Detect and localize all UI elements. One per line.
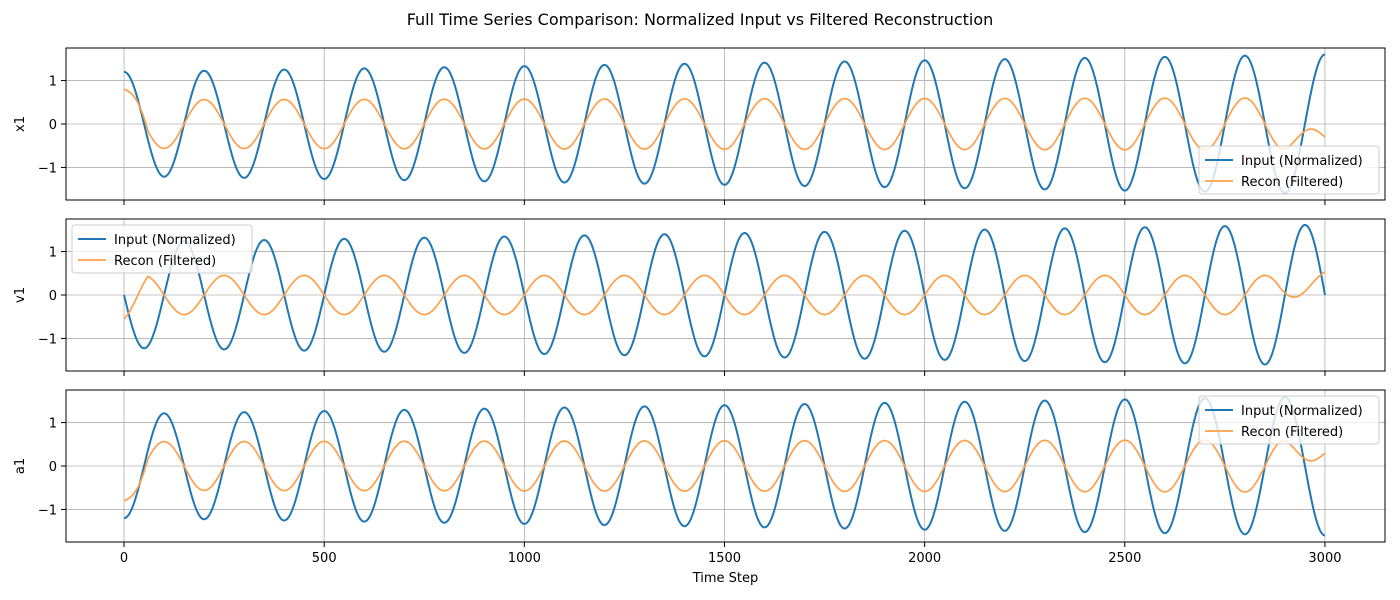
y-axis-label: v1 [13,287,28,303]
y-tick-label: −1 [38,503,57,518]
legend: Input (Normalized) Recon (Filtered) [1198,145,1380,195]
x-tick-label: 500 [312,551,337,566]
series-line-recon [123,88,1326,151]
subplot-a1: 0 500 1000 1500 2000 2500 3000 −1 0 1 a1 Time Step I… [13,389,1386,586]
figure-title: Full Time Series Comparison: Normalized … [407,10,994,29]
x-tick-label: 2000 [908,551,941,566]
legend-label: Input (Normalized) [114,233,236,248]
x-tick-label: 1000 [508,551,541,566]
y-tick-label: 0 [49,460,57,475]
y-tick-label: 1 [49,417,57,432]
y-axis-label: a1 [13,458,28,474]
y-tick-label: 1 [49,246,57,261]
legend-label: Recon (Filtered) [1241,425,1343,440]
legend: Input (Normalized) Recon (Filtered) [71,224,253,274]
legend: Input (Normalized) Recon (Filtered) [1198,395,1380,445]
y-tick-label: −1 [38,161,57,176]
y-tick-label: 0 [49,289,57,304]
legend-box [71,224,253,274]
series-line-input [123,53,1326,194]
legend-box [1198,145,1380,195]
y-tick-label: −1 [38,332,57,347]
legend-label: Recon (Filtered) [1241,175,1343,190]
legend-box [1198,395,1380,445]
y-tick-label: 0 [49,118,57,133]
y-tick-label: 1 [49,75,57,90]
x-axis-label: Time Step [692,571,759,586]
series-line-recon [123,439,1326,502]
subplot-v1: −1 0 1 v1 Input (Normalized) Recon (Filtered) [13,218,1386,376]
legend-label: Recon (Filtered) [114,254,216,269]
series-line-recon [123,271,1326,320]
y-axis-label: x1 [13,116,28,132]
x-tick-label: 2500 [1108,551,1141,566]
legend-label: Input (Normalized) [1241,154,1363,169]
x-tick-label: 3000 [1308,551,1341,566]
x-tick-label: 1500 [708,551,741,566]
subplot-x1: −1 0 1 x1 Input (Normalized) Recon (Filtered) [13,47,1386,205]
legend-label: Input (Normalized) [1241,404,1363,419]
series-line-input [123,396,1326,537]
x-tick-label: 0 [120,551,128,566]
